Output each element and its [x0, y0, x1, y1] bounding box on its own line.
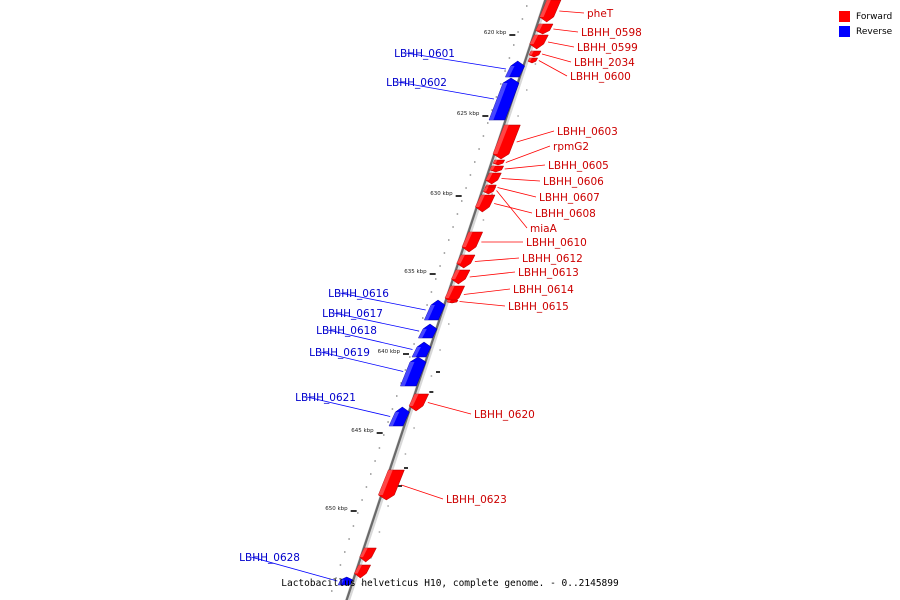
gene-feature: [446, 299, 459, 304]
gene-label-connector: [496, 190, 528, 229]
gene-label: LBHH_0614: [513, 284, 574, 296]
legend-forward-label: Forward: [856, 11, 893, 22]
gene-label: pheT: [587, 8, 614, 20]
gene-label: LBHH_0628: [239, 552, 300, 564]
gene-label-connector: [538, 60, 568, 77]
gene-label: LBHH_0601: [394, 48, 455, 60]
gene-label: LBHH_0605: [548, 160, 609, 172]
map-caption: Lactobacillus helveticus H10, complete g…: [281, 578, 619, 589]
gene-label-connector: [501, 178, 541, 182]
gene-feature: [451, 269, 471, 285]
gene-feature: [483, 186, 497, 195]
gene-label-connector: [559, 10, 585, 14]
gene-feature: [411, 341, 432, 358]
gene-label: LBHH_0620: [474, 409, 535, 421]
gene-label: LBHH_0616: [328, 288, 389, 300]
gene-feature: [504, 60, 525, 78]
gene-label: rpmG2: [553, 141, 589, 153]
gene-feature: [461, 231, 484, 253]
gene-label-connector: [320, 351, 404, 372]
gene-label: LBHH_0606: [543, 176, 604, 188]
gene-label-connector: [474, 257, 520, 262]
gene-feature: [423, 299, 446, 321]
gene-feature: [444, 285, 466, 304]
legend-reverse: Reverse: [839, 24, 892, 39]
gene-label-connector: [505, 145, 551, 163]
gene-label: LBHH_0612: [522, 253, 583, 265]
gene-feature: [488, 77, 520, 121]
gene-label-connector: [333, 312, 419, 332]
gene-feature: [492, 159, 506, 166]
gene-label: LBHH_0607: [539, 192, 600, 204]
gene-label-connector: [469, 271, 516, 278]
gene-feature: [485, 172, 502, 185]
gene-label: LBHH_0610: [526, 237, 587, 249]
gene-label-connector: [459, 301, 506, 307]
gene-feature: [539, 0, 562, 23]
gene-label: LBHH_2034: [574, 57, 635, 69]
gene-label: LBHH_0599: [577, 42, 638, 54]
gene-feature: [399, 356, 427, 387]
gene-label: miaA: [530, 223, 558, 235]
tick-label: 620 kbp: [484, 30, 507, 36]
gene-label: LBHH_0613: [518, 267, 579, 279]
gene-label: LBHH_0602: [386, 77, 447, 89]
gene-feature: [408, 393, 430, 412]
legend: Forward Reverse: [839, 9, 892, 39]
tick-label: 635 kbp: [404, 269, 427, 275]
gene-feature: [359, 547, 377, 563]
tick-label: 625 kbp: [457, 111, 480, 117]
gene-label-connector: [401, 484, 444, 500]
gene-feature: [378, 469, 405, 501]
legend-reverse-label: Reverse: [856, 26, 893, 37]
gene-label: LBHH_0615: [508, 301, 569, 313]
gene-feature: [475, 194, 496, 213]
gene-label-connector: [504, 164, 546, 170]
gene-feature: [535, 23, 554, 35]
gene-label: LBHH_0617: [322, 308, 383, 320]
gene-label-connector: [547, 41, 575, 48]
gene-label-connector: [494, 203, 533, 214]
gene-feature: [489, 165, 505, 173]
gene-label: LBHH_0608: [535, 208, 596, 220]
gene-label: LBHH_0598: [581, 27, 642, 39]
gene-label: LBHH_0619: [309, 347, 370, 359]
gene-label-connector: [463, 288, 511, 295]
gene-label-connector: [397, 81, 495, 100]
reverse-swatch: [839, 26, 850, 37]
gene-label-connector: [516, 130, 555, 143]
tick-label: 640 kbp: [378, 349, 401, 355]
gene-label: LBHH_0623: [446, 494, 507, 506]
gene-label-connector: [306, 396, 391, 417]
gene-label: LBHH_0603: [557, 126, 618, 138]
tick-label: 630 kbp: [430, 191, 453, 197]
gene-feature: [528, 50, 542, 58]
gene-label-connector: [327, 329, 413, 350]
gene-feature: [354, 564, 372, 579]
gene-feature: [417, 323, 438, 339]
gene-label-connector: [553, 28, 579, 33]
legend-forward: Forward: [839, 9, 892, 24]
gene-label-connector: [405, 52, 507, 70]
gene-feature: [527, 57, 539, 64]
gene-label: LBHH_0600: [570, 71, 631, 83]
gene-label: LBHH_0618: [316, 325, 377, 337]
gene-label-connector: [427, 402, 472, 415]
gene-feature: [492, 124, 521, 160]
tick-label: 645 kbp: [351, 428, 374, 434]
gene-feature: [529, 34, 549, 50]
gene-label-connector: [250, 556, 338, 582]
forward-swatch: [839, 11, 850, 22]
gene-label-connector: [497, 187, 537, 198]
gene-label: LBHH_0621: [295, 392, 356, 404]
tick-label: 650 kbp: [325, 506, 348, 512]
gene-label-connector: [339, 292, 426, 311]
gene-label-connector: [541, 53, 572, 63]
gene-feature: [456, 254, 476, 269]
gene-feature: [388, 406, 410, 427]
gene-feature: [337, 576, 354, 586]
